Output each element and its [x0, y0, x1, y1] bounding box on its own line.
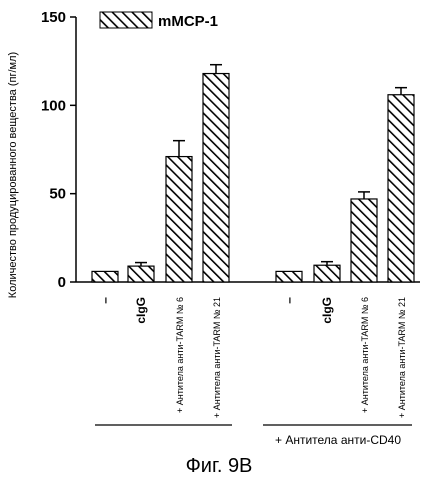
error-bar: [173, 139, 185, 157]
error-bar: [135, 261, 147, 267]
group-brackets: + Антитела анти-CD40: [95, 424, 412, 447]
legend-label: mMCP-1: [158, 13, 218, 30]
y-tick-label: 0: [58, 274, 66, 291]
bars: [91, 72, 415, 283]
bar: [275, 270, 303, 283]
x-tick-label: + Антитела анти-TARM № 6: [360, 297, 370, 413]
category-labels: – cIgG + Антитела анти-TARM № 6 + Антитела …: [98, 297, 407, 418]
bar: [202, 72, 230, 283]
bar: [350, 198, 378, 283]
bar: [387, 94, 415, 283]
bar: [313, 264, 341, 283]
y-tick-label: 50: [49, 186, 66, 203]
bar: [127, 265, 155, 283]
x-tick-label: –: [98, 297, 112, 304]
bar: [165, 155, 193, 283]
bar: [91, 270, 119, 283]
x-tick-label: cIgG: [134, 297, 148, 324]
x-tick-label: + Антитела анти-TARM № 6: [175, 297, 185, 413]
legend: mMCP-1: [99, 11, 218, 30]
group-label: + Антитела анти-CD40: [275, 433, 401, 447]
error-bar: [210, 63, 222, 74]
y-axis: 0 50 100 150: [41, 9, 77, 291]
x-tick-label: + Антитела анти-TARM № 21: [212, 297, 222, 418]
figure-caption: Фиг. 9В: [185, 455, 253, 477]
error-bar: [358, 191, 370, 199]
error-bar: [321, 260, 333, 266]
y-tick-label: 150: [41, 9, 66, 26]
y-axis-label: Количество продуцированного вещества (пг…: [7, 52, 19, 298]
chart: 0 50 100 150 – cIgG + Антитела анти-TARM № 6 +…: [7, 9, 420, 447]
error-bars: [135, 63, 407, 267]
x-tick-label: + Антитела анти-TARM № 21: [397, 297, 407, 418]
y-tick-label: 100: [41, 97, 66, 114]
error-bar: [395, 86, 407, 95]
x-tick-label: cIgG: [320, 297, 334, 324]
legend-swatch: [99, 11, 153, 29]
x-tick-label: –: [282, 297, 296, 304]
